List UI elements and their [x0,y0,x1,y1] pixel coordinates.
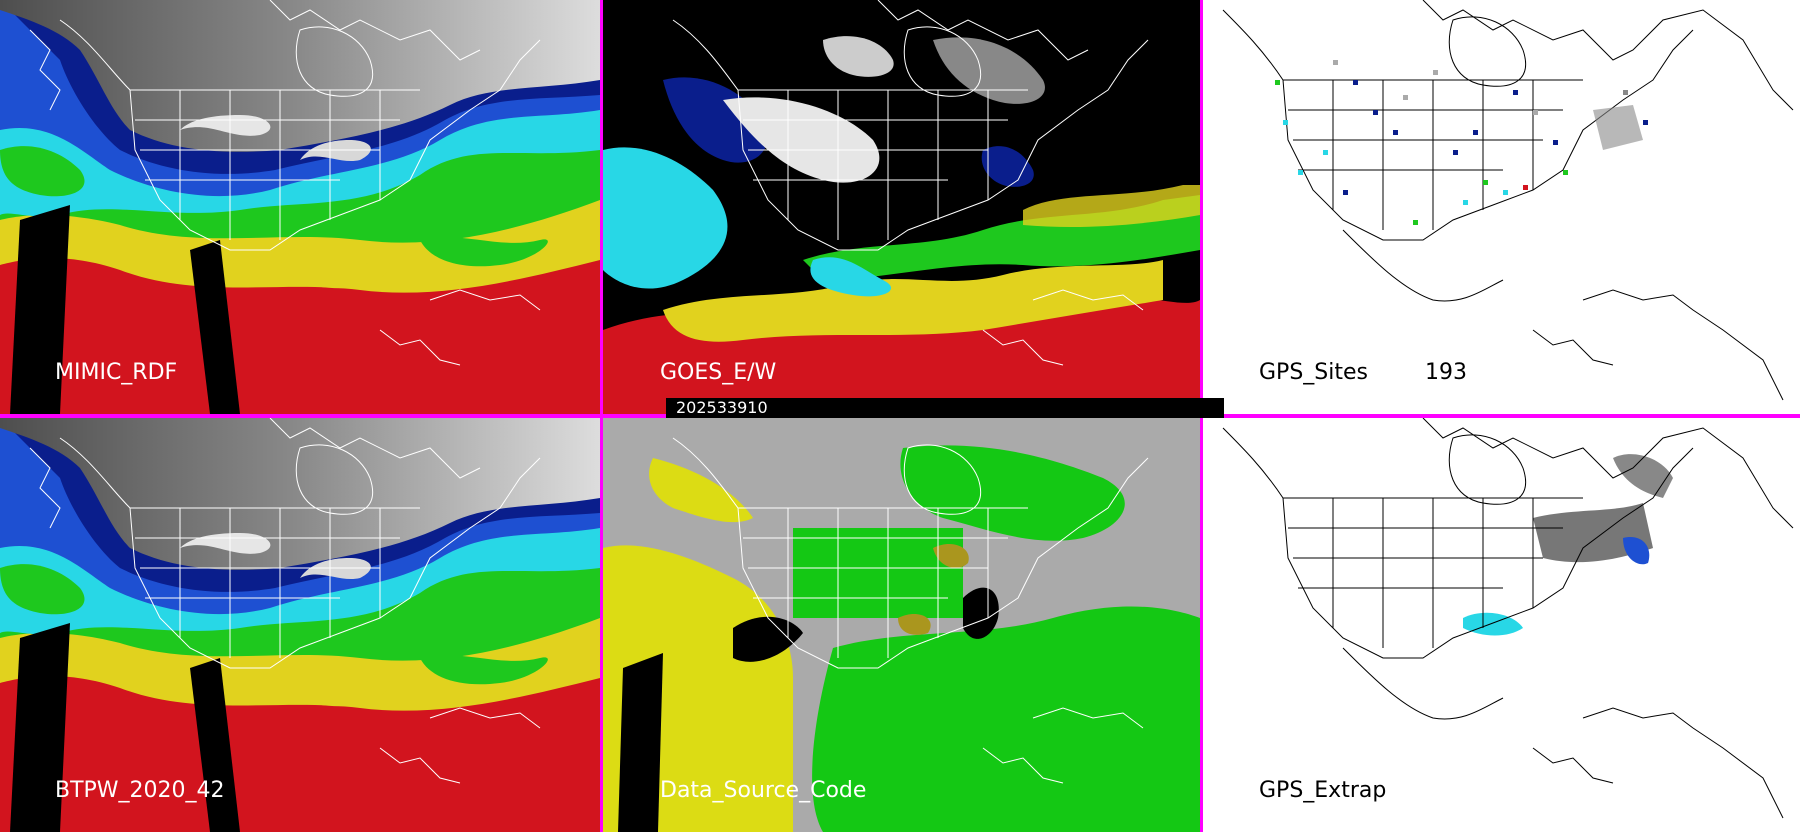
panel-label: GOES_E/W [660,360,777,385]
panel-label: Data_Source_Code [660,778,867,803]
gps-sites-map [1203,0,1800,414]
panel-label: GPS_Extrap [1259,778,1387,803]
panel-label: MIMIC_RDF [55,360,178,385]
panel-label: BTPW_2020_42 [55,778,225,803]
goes-map [603,0,1200,414]
data-source-map [603,418,1200,832]
gps-site-count: 193 [1425,360,1467,385]
panel-gps-sites: GPS_Sites 193 [1203,0,1800,414]
tpw-map-bottom-left [0,418,600,832]
panel-label: GPS_Sites [1259,360,1368,385]
panel-btpw-2020-42: BTPW_2020_42 [0,418,600,832]
timestamp-bar: 202533910 [666,398,1224,418]
panel-data-source-code: Data_Source_Code [603,418,1200,832]
gps-extrap-map [1203,418,1800,832]
tpw-map-top-left [0,0,600,414]
panel-goes-ew: GOES_E/W [603,0,1200,414]
panel-gps-extrap: GPS_Extrap [1203,418,1800,832]
panel-mimic-rdf: MIMIC_RDF [0,0,600,414]
